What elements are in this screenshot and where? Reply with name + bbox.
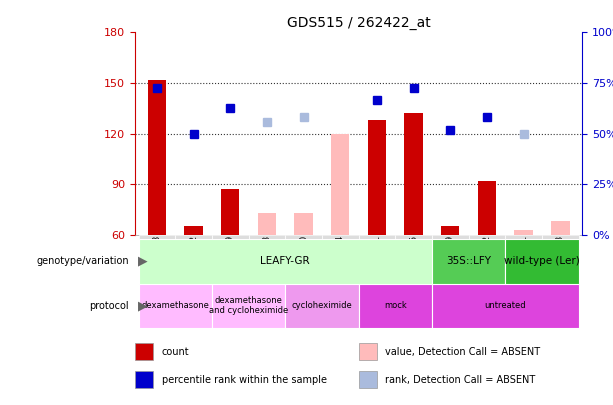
Bar: [139, 239, 432, 284]
Bar: [148, 80, 166, 235]
Bar: [248, 235, 285, 239]
Text: GSM13793: GSM13793: [556, 235, 565, 284]
Text: rank, Detection Call = ABSENT: rank, Detection Call = ABSENT: [386, 375, 536, 384]
Text: percentile rank within the sample: percentile rank within the sample: [162, 375, 327, 384]
Bar: [359, 343, 376, 360]
Bar: [432, 239, 505, 284]
Bar: [359, 235, 395, 239]
Text: protocol: protocol: [89, 301, 129, 311]
Title: GDS515 / 262422_at: GDS515 / 262422_at: [287, 16, 430, 30]
Bar: [331, 134, 349, 235]
Bar: [285, 284, 359, 328]
Bar: [139, 284, 212, 328]
Text: GSM13789: GSM13789: [446, 235, 455, 284]
Bar: [221, 190, 240, 235]
Text: mock: mock: [384, 301, 406, 310]
Bar: [359, 284, 432, 328]
Bar: [505, 239, 579, 284]
Bar: [478, 181, 496, 235]
Text: GSM13781: GSM13781: [373, 235, 381, 284]
Text: 35S::LFY: 35S::LFY: [446, 256, 491, 266]
Bar: [469, 235, 505, 239]
Bar: [441, 226, 460, 235]
Text: untreated: untreated: [484, 301, 526, 310]
Text: cycloheximide: cycloheximide: [292, 301, 352, 310]
Bar: [185, 226, 203, 235]
Text: dexamethasone
and cycloheximide: dexamethasone and cycloheximide: [209, 296, 288, 315]
Text: LEAFY-GR: LEAFY-GR: [261, 256, 310, 266]
Bar: [175, 235, 212, 239]
Bar: [432, 284, 579, 328]
Text: GSM13782: GSM13782: [189, 235, 198, 284]
Text: dexamethasone: dexamethasone: [141, 301, 209, 310]
Bar: [285, 235, 322, 239]
Text: GSM13779: GSM13779: [226, 235, 235, 284]
Text: genotype/variation: genotype/variation: [36, 256, 129, 266]
Text: count: count: [162, 347, 189, 357]
Bar: [212, 284, 285, 328]
Bar: [135, 343, 153, 360]
Bar: [551, 222, 569, 235]
Bar: [139, 235, 175, 239]
Bar: [514, 230, 533, 235]
Bar: [322, 235, 359, 239]
Text: ▶: ▶: [138, 299, 148, 312]
Bar: [542, 235, 579, 239]
Text: wild-type (Ler): wild-type (Ler): [504, 256, 580, 266]
Text: GSM13783: GSM13783: [262, 235, 272, 284]
Text: GSM13791: GSM13791: [519, 235, 528, 284]
Bar: [135, 371, 153, 388]
Bar: [368, 120, 386, 235]
Text: GSM13792: GSM13792: [482, 235, 492, 284]
Text: ▶: ▶: [138, 255, 148, 268]
Text: GSM13778: GSM13778: [153, 235, 161, 284]
Bar: [257, 213, 276, 235]
Bar: [505, 235, 542, 239]
Bar: [405, 113, 423, 235]
Text: GSM13780: GSM13780: [299, 235, 308, 284]
Bar: [212, 235, 248, 239]
Text: GSM13785: GSM13785: [409, 235, 418, 284]
Bar: [432, 235, 469, 239]
Bar: [395, 235, 432, 239]
Text: GSM13784: GSM13784: [336, 235, 345, 284]
Bar: [294, 213, 313, 235]
Text: value, Detection Call = ABSENT: value, Detection Call = ABSENT: [386, 347, 541, 357]
Bar: [359, 371, 376, 388]
